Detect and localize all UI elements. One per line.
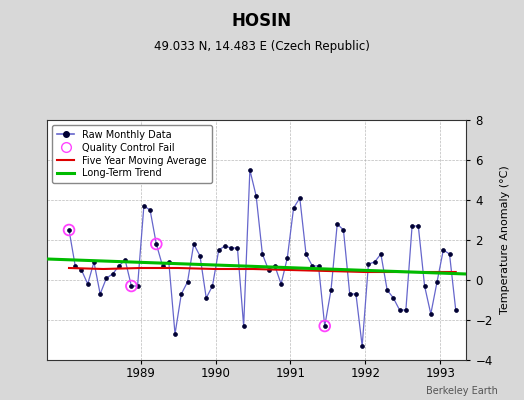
Point bbox=[127, 283, 136, 289]
Point bbox=[152, 241, 160, 247]
Text: HOSIN: HOSIN bbox=[232, 12, 292, 30]
Point bbox=[65, 227, 73, 233]
Text: Berkeley Earth: Berkeley Earth bbox=[426, 386, 498, 396]
Y-axis label: Temperature Anomaly (°C): Temperature Anomaly (°C) bbox=[500, 166, 510, 314]
Legend: Raw Monthly Data, Quality Control Fail, Five Year Moving Average, Long-Term Tren: Raw Monthly Data, Quality Control Fail, … bbox=[52, 125, 212, 183]
Text: 49.033 N, 14.483 E (Czech Republic): 49.033 N, 14.483 E (Czech Republic) bbox=[154, 40, 370, 53]
Point bbox=[321, 323, 329, 329]
